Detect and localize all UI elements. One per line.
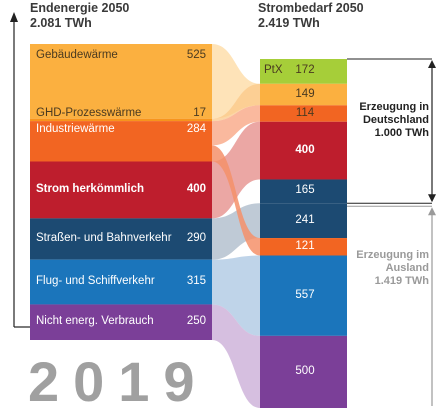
left-bar-industriewaerme (30, 121, 212, 162)
bracket-layer (10, 12, 436, 406)
left-title: Endenergie 2050 (30, 1, 130, 15)
left-label-strom-herkoemmlich: Strom herkömmlich (36, 182, 144, 195)
right-bar-segment (260, 83, 347, 106)
flow-band (212, 145, 260, 256)
left-value-ghd-prozesswaerme: 17 (193, 106, 206, 119)
right-bar-segment (260, 335, 347, 408)
right-value: 114 (295, 106, 315, 119)
abroad-note-line1: Erzeugung im (356, 249, 429, 261)
right-bar-segment (260, 179, 347, 204)
flow-band (212, 121, 260, 219)
left-value-industriewaerme: 284 (186, 123, 206, 136)
left-bar-strom-herkoemmlich (30, 161, 212, 219)
abroad-note: Erzeugung im Ausland 1.419 TWh (356, 249, 429, 288)
right-value: 400 (295, 143, 315, 156)
flow-band (212, 105, 260, 146)
left-bar-gebaeudewaerme (30, 44, 212, 119)
right-value: 241 (295, 213, 315, 226)
left-label-ghd-prozesswaerme: GHD-Prozesswärme (36, 106, 142, 119)
left-label-gebaeudewaerme: Gebäudewärme (36, 49, 118, 61)
abroad-note-line3: 1.419 TWh (374, 275, 429, 287)
domestic-arrow-up-icon (428, 60, 436, 68)
right-value: 149 (295, 87, 315, 100)
left-label-nicht-energ-verbrauch: Nicht energ. Verbrauch (36, 315, 154, 328)
domestic-note-line3: 1.000 TWh (374, 127, 429, 139)
abroad-note-line2: Ausland (385, 262, 429, 274)
right-title: Strombedarf 2050 (258, 1, 364, 15)
right-bar-segment (260, 105, 347, 122)
flow-band (212, 304, 260, 408)
right-bar-layer (260, 59, 347, 408)
left-label-industriewaerme: Industriewärme (36, 123, 115, 136)
right-label-ptx: PtX (264, 64, 283, 77)
flow-band (212, 83, 260, 122)
left-bracket-arrow-icon (10, 12, 18, 22)
left-bar-flug-und-schiffverkehr (30, 259, 212, 305)
left-bar-layer (30, 44, 212, 340)
right-value: 121 (295, 239, 315, 252)
right-bar-segment (260, 238, 347, 256)
right-bar-ptx (260, 59, 347, 84)
right-total: 2.419 TWh (258, 16, 320, 30)
right-value: 165 (295, 184, 315, 197)
left-bar-nicht-energ-verbrauch (30, 304, 212, 340)
left-value-gebaeudewaerme: 525 (186, 49, 206, 61)
left-value-strom-herkoemmlich: 400 (186, 182, 206, 195)
left-bar-ghd-prozesswaerme (30, 118, 212, 122)
domestic-arrow-down-icon (428, 194, 436, 203)
domestic-note-line2: Deutschland (362, 114, 429, 126)
abroad-arrow-up-icon (428, 207, 436, 216)
domestic-note-line1: Erzeugung in (359, 101, 429, 113)
left-value-flug-und-schiffverkehr: 315 (186, 275, 206, 288)
left-label-flug-und-schiffverkehr: Flug- und Schiffverkehr (36, 275, 155, 288)
flow-layer (212, 44, 260, 408)
flow-band (212, 255, 260, 336)
flow-band (212, 203, 260, 260)
left-value-strassen-und-bahnverkehr: 290 (186, 232, 206, 244)
left-total: 2.081 TWh (30, 16, 92, 30)
right-value: 500 (295, 364, 315, 377)
right-bar-segment (260, 255, 347, 336)
domestic-note: Erzeugung in Deutschland 1.000 TWh (359, 101, 429, 140)
right-value: 172 (295, 64, 315, 77)
right-bar-segment (260, 203, 347, 239)
left-value-nicht-energ-verbrauch: 250 (186, 315, 206, 328)
left-label-strassen-und-bahnverkehr: Straßen- und Bahnverkehr (36, 232, 172, 244)
year-label: 2019 (28, 350, 209, 413)
left-bar-strassen-und-bahnverkehr (30, 218, 212, 260)
right-value: 557 (295, 288, 315, 301)
right-bar-segment (260, 121, 347, 180)
